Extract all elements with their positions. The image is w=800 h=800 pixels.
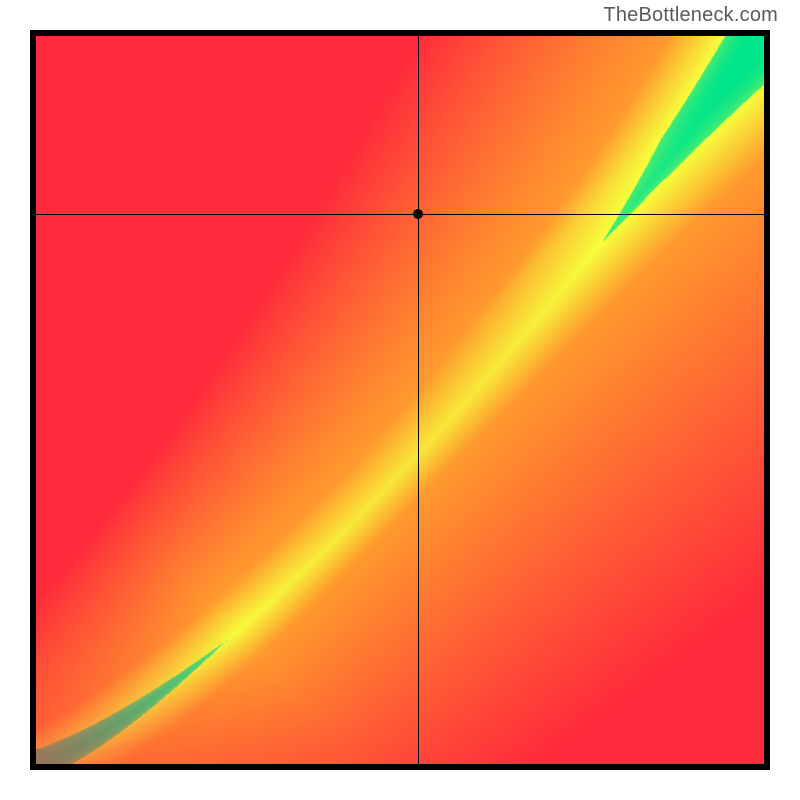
- selected-point: [413, 209, 423, 219]
- watermark-text: TheBottleneck.com: [603, 4, 778, 27]
- heatmap-canvas: [36, 36, 764, 764]
- crosshair-horizontal: [36, 214, 764, 215]
- crosshair-vertical: [418, 36, 419, 764]
- bottleneck-heatmap: [30, 30, 770, 770]
